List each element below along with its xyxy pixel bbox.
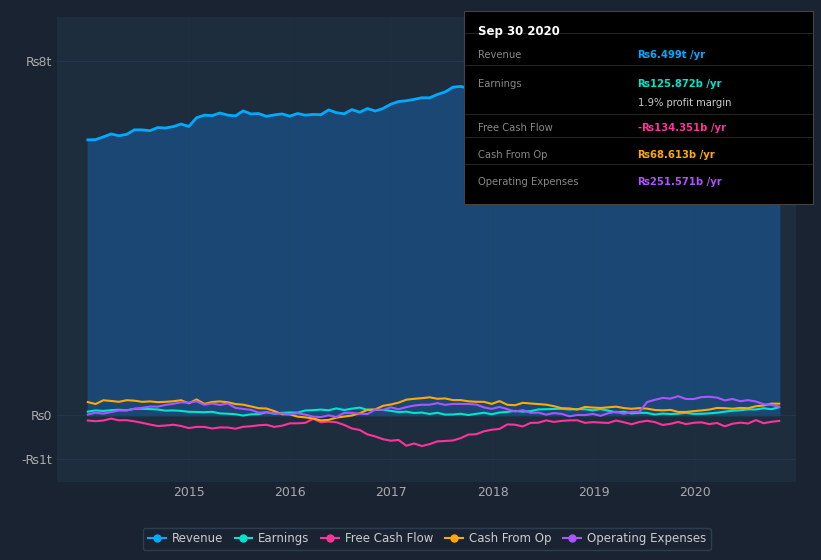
Text: Earnings: Earnings [478,79,521,89]
Text: 1.9% profit margin: 1.9% profit margin [639,98,732,108]
Text: Free Cash Flow: Free Cash Flow [478,123,553,133]
Text: ₨6.499t /yr: ₨6.499t /yr [639,50,705,60]
Text: Operating Expenses: Operating Expenses [478,178,578,188]
Text: Sep 30 2020: Sep 30 2020 [478,25,560,38]
Text: Revenue: Revenue [478,50,521,60]
Text: ₨251.571b /yr: ₨251.571b /yr [639,178,722,188]
Text: ₨68.613b /yr: ₨68.613b /yr [639,150,715,160]
Text: Cash From Op: Cash From Op [478,150,548,160]
Text: ₨125.872b /yr: ₨125.872b /yr [639,79,722,89]
Text: -₨134.351b /yr: -₨134.351b /yr [639,123,727,133]
Legend: Revenue, Earnings, Free Cash Flow, Cash From Op, Operating Expenses: Revenue, Earnings, Free Cash Flow, Cash … [143,528,711,550]
